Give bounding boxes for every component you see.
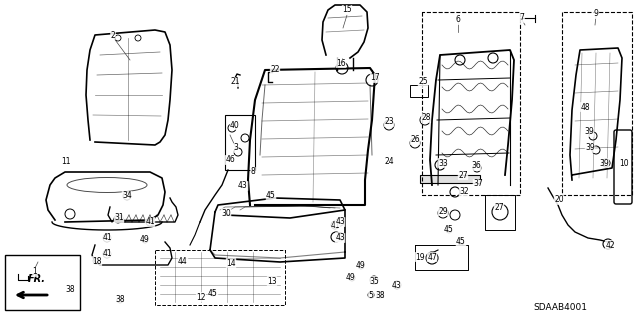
Text: 43: 43 bbox=[392, 280, 402, 290]
Text: 41: 41 bbox=[330, 220, 340, 229]
Bar bbox=[40, 264, 44, 274]
Text: 48: 48 bbox=[580, 102, 590, 112]
Text: 30: 30 bbox=[221, 209, 231, 218]
Text: 29: 29 bbox=[438, 206, 448, 216]
Text: 37: 37 bbox=[473, 180, 483, 189]
Text: 39: 39 bbox=[585, 144, 595, 152]
Text: 41: 41 bbox=[145, 218, 155, 226]
Text: 6: 6 bbox=[456, 16, 460, 25]
Text: 33: 33 bbox=[438, 159, 448, 167]
Text: 35: 35 bbox=[369, 277, 379, 286]
Text: 21: 21 bbox=[230, 78, 240, 86]
Text: 49: 49 bbox=[140, 235, 150, 244]
Text: SDAAB4001: SDAAB4001 bbox=[533, 303, 587, 313]
Text: 45: 45 bbox=[456, 238, 466, 247]
Bar bbox=[25, 264, 29, 274]
Text: 24: 24 bbox=[384, 158, 394, 167]
Text: 7: 7 bbox=[520, 13, 524, 23]
Text: 43: 43 bbox=[335, 218, 345, 226]
Text: 20: 20 bbox=[554, 196, 564, 204]
Text: 47: 47 bbox=[427, 253, 437, 262]
Text: 13: 13 bbox=[267, 277, 277, 286]
Text: 4: 4 bbox=[335, 233, 340, 241]
Text: FR.: FR. bbox=[28, 274, 46, 284]
Text: 10: 10 bbox=[619, 159, 629, 167]
Bar bbox=[20, 264, 24, 274]
Text: 45: 45 bbox=[208, 288, 218, 298]
Text: 39: 39 bbox=[599, 159, 609, 167]
Text: 42: 42 bbox=[605, 241, 615, 249]
Text: 49: 49 bbox=[346, 273, 356, 283]
Text: 43: 43 bbox=[335, 234, 345, 242]
Text: 45: 45 bbox=[266, 190, 276, 199]
Text: 25: 25 bbox=[418, 78, 428, 86]
Bar bbox=[15, 264, 19, 274]
Bar bbox=[35, 264, 39, 274]
Text: 41: 41 bbox=[102, 249, 112, 258]
Text: 26: 26 bbox=[410, 136, 420, 145]
Text: 43: 43 bbox=[238, 182, 248, 190]
Text: 5: 5 bbox=[369, 291, 373, 300]
Text: 12: 12 bbox=[196, 293, 205, 301]
Text: 44: 44 bbox=[178, 257, 188, 266]
Text: 39: 39 bbox=[584, 128, 594, 137]
Text: 23: 23 bbox=[384, 117, 394, 127]
Text: 36: 36 bbox=[471, 161, 481, 170]
Text: 17: 17 bbox=[370, 73, 380, 83]
Text: 9: 9 bbox=[593, 10, 598, 19]
Bar bbox=[410, 85, 428, 97]
Text: 18: 18 bbox=[92, 256, 102, 265]
Bar bbox=[420, 175, 480, 183]
Text: 15: 15 bbox=[342, 5, 352, 14]
Text: 38: 38 bbox=[65, 286, 75, 294]
Text: 32: 32 bbox=[459, 188, 469, 197]
Text: 8: 8 bbox=[251, 167, 255, 176]
Text: 1: 1 bbox=[33, 268, 37, 277]
Text: 41: 41 bbox=[102, 234, 112, 242]
Text: 31: 31 bbox=[114, 213, 124, 222]
Text: 3: 3 bbox=[234, 144, 239, 152]
Text: 14: 14 bbox=[226, 258, 236, 268]
Text: 22: 22 bbox=[270, 65, 280, 75]
Text: 27: 27 bbox=[458, 170, 468, 180]
Text: 38: 38 bbox=[375, 291, 385, 300]
Text: 45: 45 bbox=[444, 226, 454, 234]
Text: 49: 49 bbox=[355, 262, 365, 271]
Text: 38: 38 bbox=[115, 295, 125, 305]
Text: 16: 16 bbox=[336, 58, 346, 68]
Text: 40: 40 bbox=[230, 121, 240, 130]
Text: 34: 34 bbox=[122, 191, 132, 201]
Text: 19: 19 bbox=[415, 253, 425, 262]
Text: 46: 46 bbox=[225, 155, 235, 165]
Text: 11: 11 bbox=[61, 157, 71, 166]
Text: 28: 28 bbox=[421, 114, 431, 122]
Bar bbox=[5, 255, 80, 310]
Bar bbox=[225, 115, 255, 170]
Text: 27: 27 bbox=[494, 204, 504, 212]
Text: 2: 2 bbox=[111, 31, 115, 40]
Bar bbox=[30, 264, 34, 274]
